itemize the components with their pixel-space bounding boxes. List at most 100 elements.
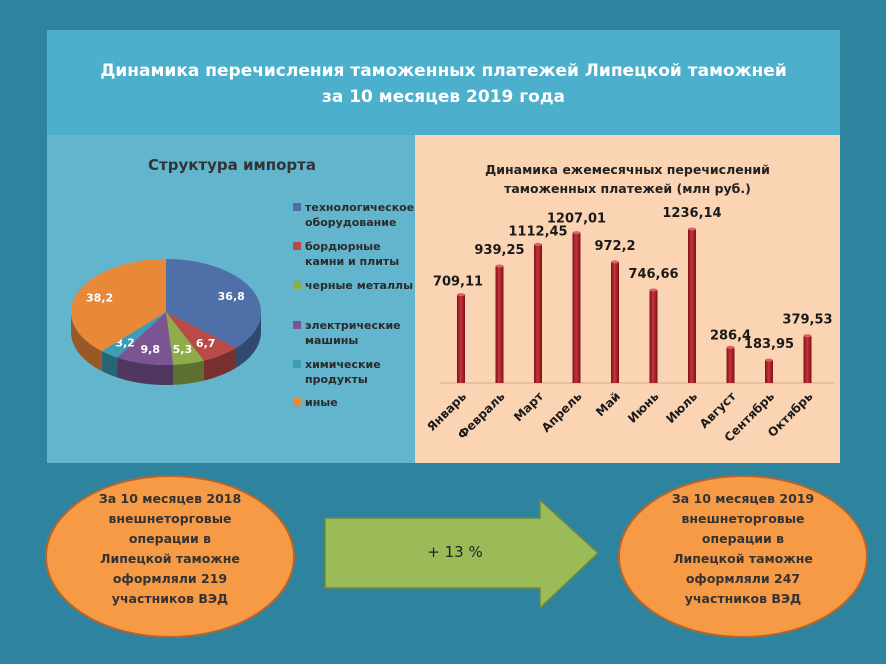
text-line: Липецкой таможне — [100, 551, 240, 566]
bar-Март — [534, 244, 542, 383]
pie-side-2 — [173, 360, 204, 385]
legend-item: химические продукты — [293, 357, 415, 387]
text-2018: За 10 месяцев 2018 внешнеторговые операц… — [45, 489, 295, 609]
legend-item: черные металлы — [293, 278, 415, 293]
slide-title: Динамика перечисления таможенных платеже… — [47, 58, 840, 110]
pie-side-1 — [203, 347, 237, 381]
pie-slice-5 — [71, 259, 166, 352]
x-tick-label: Май — [593, 389, 623, 419]
bar-top — [611, 260, 619, 264]
text-line: внешнеторговые — [681, 511, 805, 526]
pie-label-0: 36,8 — [218, 290, 245, 303]
bar-value-label: 286,4 — [710, 328, 751, 343]
legend-text: химические — [293, 357, 415, 372]
bar-value-label: 709,11 — [433, 275, 483, 290]
legend-item: электрические машины — [293, 318, 415, 348]
pie-slice-0 — [166, 259, 261, 348]
bar-top — [649, 288, 658, 292]
bar-Август — [726, 347, 735, 383]
pie-side-0 — [236, 312, 261, 368]
bar-Июнь — [649, 289, 658, 383]
legend-item: иные — [293, 395, 415, 410]
text-line: За 10 месяцев 2019 — [671, 491, 815, 506]
pie-label-3: 9,8 — [140, 343, 160, 356]
bar-Апрель — [572, 232, 581, 383]
ellipse-2019 — [618, 475, 868, 638]
bar-value-label: 939,25 — [474, 243, 524, 258]
legend-swatch-icon — [293, 281, 301, 289]
bar-top — [457, 293, 465, 297]
bar-value-label: 972,2 — [594, 239, 635, 254]
legend-item: бордюрные камни и плиты — [293, 239, 415, 269]
legend-text: черные металлы — [293, 278, 415, 293]
pie-title: Структура импорта — [148, 156, 316, 174]
legend-text: продукты — [305, 373, 368, 386]
pie-side-3 — [117, 357, 174, 385]
legend-swatch-icon — [293, 321, 301, 329]
text-line: Липецкой таможне — [673, 551, 813, 566]
pie-slice-4 — [101, 312, 166, 358]
bar-value-label: 1207,01 — [547, 212, 606, 227]
bar-Май — [611, 261, 619, 383]
x-tick-label: Июнь — [625, 389, 662, 426]
legend-text: иные — [293, 395, 415, 410]
legend-text: электрические — [293, 318, 415, 333]
title-line-2: за 10 месяцев 2019 года — [321, 87, 566, 107]
text-line: операции в — [701, 531, 785, 546]
legend-swatch-icon — [293, 360, 301, 368]
x-tick-label: Июль — [663, 389, 700, 426]
bar-top — [803, 334, 812, 338]
pie-side-4 — [101, 351, 118, 378]
bar-value-label: 1236,14 — [662, 206, 721, 221]
bar-top — [534, 242, 542, 246]
text-line: участников ВЭД — [111, 591, 229, 606]
bar-Октябрь — [803, 335, 812, 383]
legend-item: технологическое оборудование — [293, 200, 415, 230]
bar-title-line-2: таможенных платежей (млн руб.) — [504, 181, 751, 196]
x-tick-label: Март — [511, 389, 546, 424]
bar-top — [495, 264, 504, 268]
text-line: оформляли 247 — [685, 571, 801, 586]
legend-text: оборудование — [305, 216, 397, 229]
bar-Январь — [457, 294, 465, 383]
bar-title-line-1: Динамика ежемесячных перечислений — [485, 162, 770, 177]
bar-top — [726, 345, 735, 349]
bar-value-label: 379,53 — [782, 313, 832, 328]
bar-top — [765, 358, 773, 362]
text-line: оформляли 219 — [112, 571, 228, 586]
x-tick-label: Апрель — [539, 389, 585, 435]
bar-Сентябрь — [765, 360, 773, 383]
legend-swatch-icon — [293, 203, 301, 211]
bar-Февраль — [495, 265, 504, 383]
pie-label-5: 38,2 — [86, 292, 113, 305]
text-line: За 10 месяцев 2018 — [98, 491, 242, 506]
pie-slice-3 — [117, 312, 174, 365]
bar-value-label: 183,95 — [744, 337, 794, 352]
legend-swatch-icon — [293, 242, 301, 250]
growth-percent: + 13 % — [427, 543, 483, 561]
legend-swatch-icon — [293, 398, 301, 406]
text-2019: За 10 месяцев 2019 внешнеторговые операц… — [618, 489, 868, 609]
bar-top — [688, 227, 696, 231]
bar-panel — [415, 135, 840, 463]
pie-label-2: 5,3 — [173, 343, 193, 356]
legend-text: бордюрные — [293, 239, 415, 254]
bar-value-label: 1112,45 — [508, 224, 567, 239]
pie-side-5 — [71, 312, 102, 372]
bar-value-label: 746,66 — [628, 267, 678, 282]
pie-slice-2 — [166, 312, 204, 365]
text-line: внешнеторговые — [108, 511, 232, 526]
legend-text: камни и плиты — [305, 255, 400, 268]
legend-text: машины — [305, 334, 359, 347]
text-line: участников ВЭД — [684, 591, 802, 606]
bar-title: Динамика ежемесячных перечислений таможе… — [415, 160, 840, 198]
pie-label-1: 6,7 — [196, 337, 216, 350]
bar-top — [572, 231, 581, 235]
text-line: операции в — [128, 531, 212, 546]
pie-slice-1 — [166, 312, 237, 361]
bar-Июль — [688, 229, 696, 383]
ellipse-2018 — [45, 475, 295, 638]
title-panel — [47, 30, 840, 135]
legend-text: технологическое — [293, 200, 415, 215]
